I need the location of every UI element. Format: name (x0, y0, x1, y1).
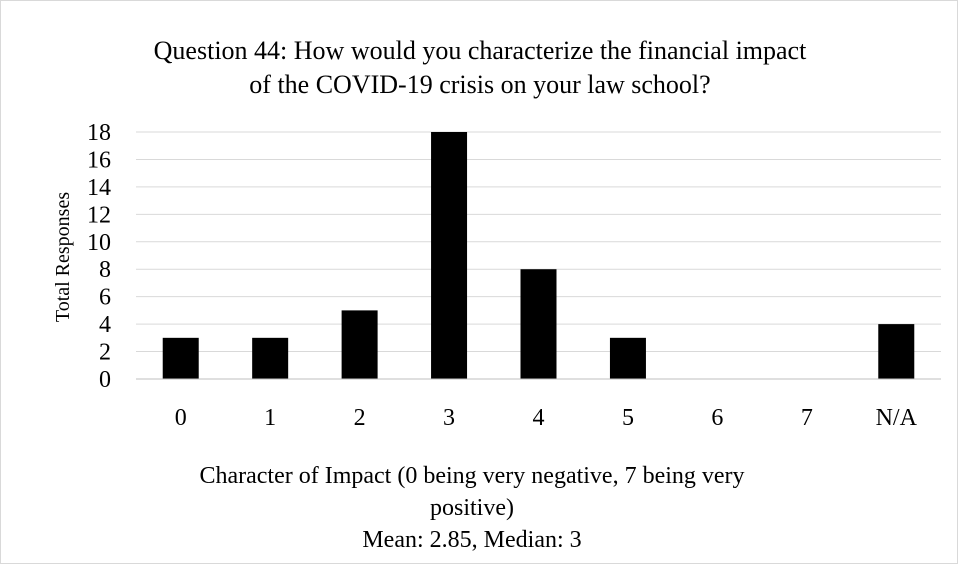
x-axis-label: Character of Impact (0 being very negati… (199, 463, 744, 553)
bar-3 (431, 132, 468, 379)
y-tick-label: 4 (99, 312, 111, 338)
y-tick-label: 14 (87, 175, 111, 201)
x-axis-label-line-1: Character of Impact (0 being very negati… (199, 463, 744, 489)
x-tick-label: 7 (801, 405, 813, 431)
bars (162, 132, 915, 379)
x-tick-label: 3 (443, 405, 455, 431)
bar-1 (252, 337, 289, 379)
bar-N/A (878, 324, 915, 379)
x-tick-label: 4 (533, 405, 545, 431)
chart-title-line-2: of the COVID-19 crisis on your law schoo… (249, 70, 710, 99)
y-tick-label: 0 (99, 367, 111, 393)
gridlines (136, 131, 941, 353)
y-tick-label: 10 (87, 230, 111, 256)
x-tick-label: 1 (264, 405, 276, 431)
y-tick-label: 18 (87, 120, 111, 146)
bar-2 (341, 310, 378, 379)
y-tick-label: 6 (99, 285, 111, 311)
y-tick-label: 2 (99, 340, 111, 366)
chart-title-line-1: Question 44: How would you characterize … (154, 36, 807, 65)
bar-0 (162, 337, 199, 379)
x-axis-ticks: 0 1 2 3 4 5 6 7 N/A (175, 405, 918, 431)
x-axis-label-line-3: Mean: 2.85, Median: 3 (362, 527, 581, 553)
bar-5 (609, 337, 646, 379)
y-tick-label: 12 (87, 202, 111, 228)
y-tick-label: 8 (99, 257, 111, 283)
x-tick-label: 2 (354, 405, 366, 431)
x-tick-label: 6 (711, 405, 723, 431)
bar-4 (520, 269, 557, 379)
x-tick-label: N/A (876, 405, 918, 431)
y-axis-label: Total Responses (52, 192, 74, 322)
x-axis-label-line-2: positive) (430, 495, 514, 521)
chart-title: Question 44: How would you characterize … (154, 36, 807, 99)
x-tick-label: 0 (175, 405, 187, 431)
x-tick-label: 5 (622, 405, 634, 431)
y-tick-label: 16 (87, 147, 111, 173)
